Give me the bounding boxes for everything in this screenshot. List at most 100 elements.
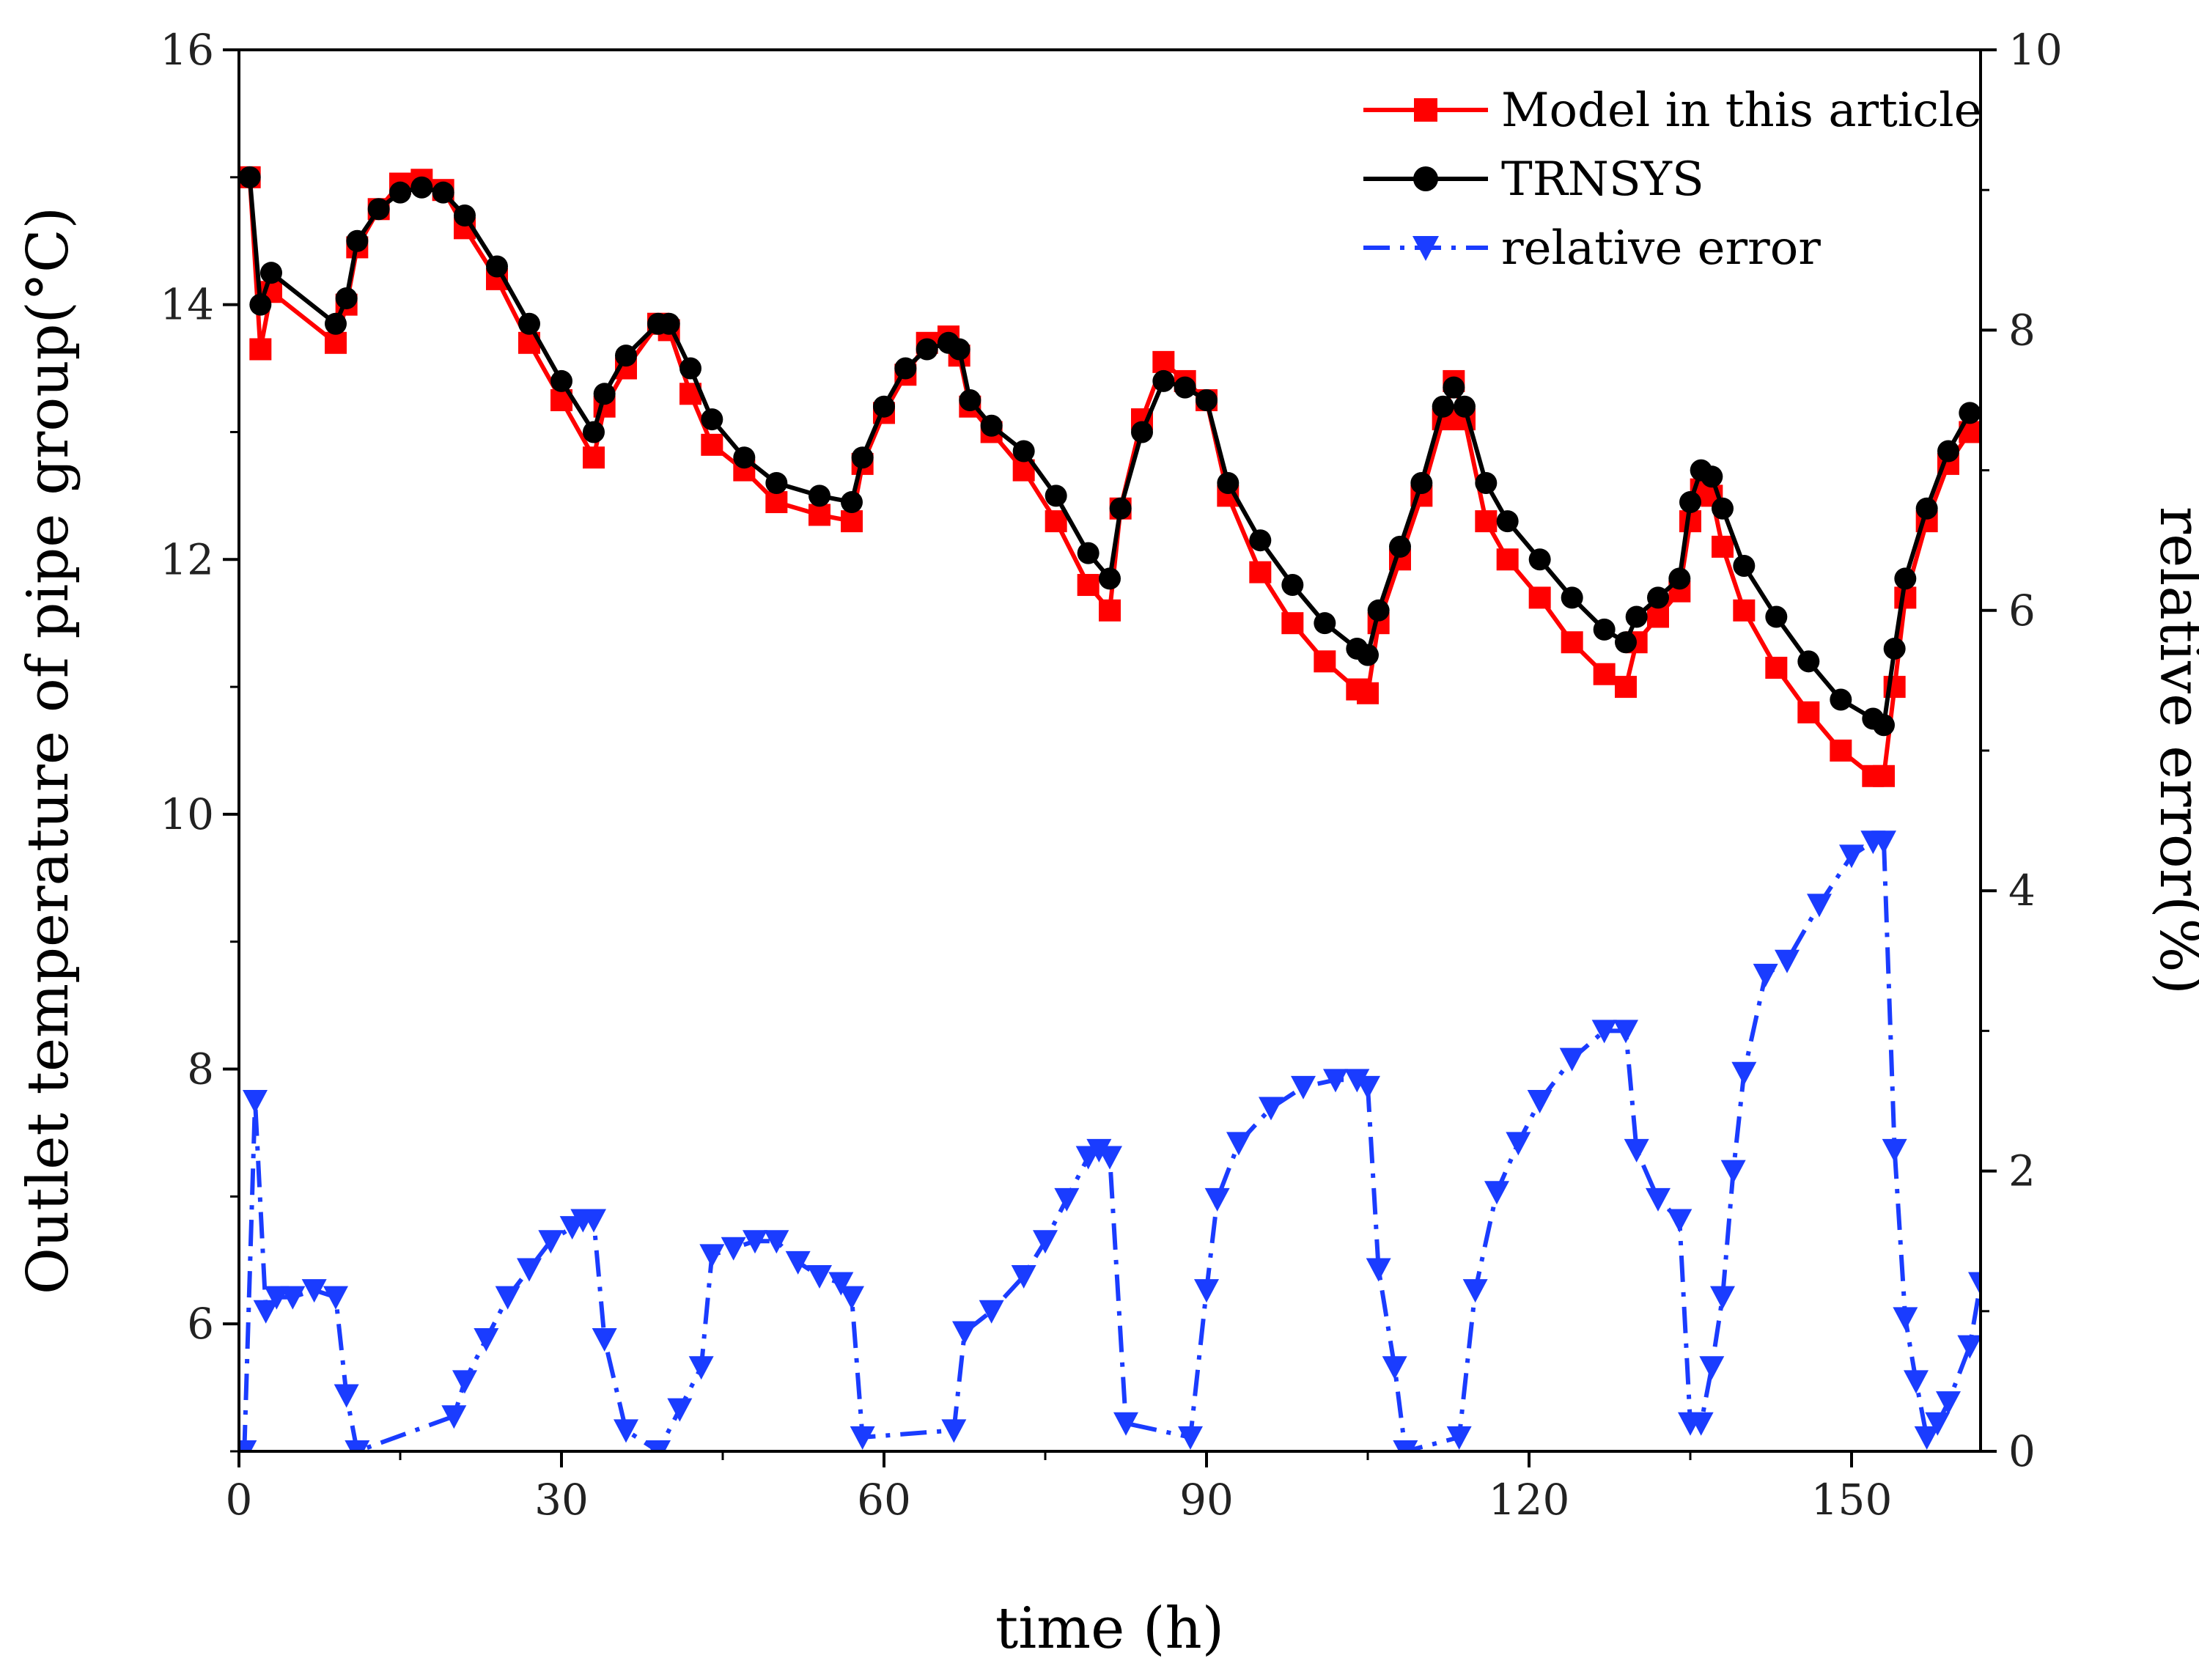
data-point-relative-error [1646, 1187, 1671, 1212]
ticks-layer: 0 30 60 90 120 150 6 8 10 12 14 16 0 2 4 6 8 10 [160, 25, 2063, 1525]
data-point-trnsys [1561, 586, 1583, 609]
data-point-relative-error [699, 1244, 725, 1268]
data-point-relative-error [1968, 1272, 1981, 1296]
data-point-model-in-this-article [583, 446, 605, 469]
data-point-trnsys [1593, 618, 1616, 641]
data-point-relative-error [1484, 1181, 1509, 1205]
data-point-relative-error [581, 1209, 606, 1233]
data-point-relative-error [1904, 1370, 1929, 1394]
data-point-model-in-this-article [1475, 510, 1498, 533]
data-point-trnsys [873, 395, 895, 418]
data-point-model-in-this-article [325, 331, 347, 354]
data-point-trnsys [1196, 389, 1218, 411]
data-point-trnsys [1475, 471, 1498, 494]
data-point-relative-error [1839, 844, 1864, 869]
data-point-relative-error [474, 1328, 499, 1352]
data-point-model-in-this-article [1528, 586, 1551, 609]
data-point-trnsys [1314, 612, 1336, 635]
data-point-relative-error [1033, 1230, 1058, 1254]
data-point-model-in-this-article [1045, 510, 1067, 533]
data-point-model-in-this-article [1077, 574, 1100, 597]
data-point-trnsys [959, 389, 981, 411]
data-point-model-in-this-article [1830, 740, 1852, 762]
data-point-trnsys [1647, 586, 1669, 609]
data-point-model-in-this-article [1712, 535, 1734, 558]
data-point-trnsys [808, 485, 830, 507]
data-point-relative-error [1204, 1187, 1230, 1212]
data-point-trnsys [1615, 631, 1637, 654]
data-point-relative-error [646, 1440, 671, 1451]
data-point-relative-error [253, 1300, 279, 1324]
data-point-trnsys [239, 166, 261, 188]
data-point-relative-error [667, 1398, 693, 1422]
data-point-relative-error [1893, 1307, 1918, 1331]
data-point-relative-error [850, 1426, 875, 1450]
data-point-trnsys [1830, 688, 1852, 711]
data-point-relative-error [441, 1405, 467, 1429]
data-point-trnsys [1367, 599, 1390, 622]
data-point-trnsys [1410, 471, 1433, 494]
data-point-relative-error [1178, 1426, 1203, 1450]
y-tick-label: 12 [160, 534, 214, 584]
data-point-model-in-this-article [1152, 350, 1175, 373]
data-point-relative-error [1086, 1138, 1112, 1163]
data-point-trnsys [733, 446, 756, 469]
data-point-trnsys [916, 338, 938, 361]
data-point-trnsys [1099, 567, 1121, 590]
legend-label-trnsys: TRNSYS [1501, 152, 1704, 207]
data-point-trnsys [615, 345, 637, 367]
y2-tick-label: 0 [2008, 1426, 2036, 1476]
x-axis-label: time (h) [995, 1596, 1224, 1662]
y2-tick-label: 8 [2008, 305, 2036, 355]
data-point-trnsys [1668, 567, 1691, 590]
data-point-trnsys [1496, 510, 1519, 533]
data-point-relative-error [1011, 1265, 1036, 1289]
data-point-trnsys [1937, 440, 1959, 463]
data-point-relative-error [1382, 1356, 1407, 1380]
data-point-model-in-this-article [1593, 663, 1616, 685]
y2-tick-label: 2 [2008, 1146, 2036, 1196]
legend: Model in this article TRNSYS relative er… [1363, 84, 1981, 276]
data-point-relative-error [828, 1272, 854, 1296]
data-point-relative-error [1624, 1138, 1649, 1163]
y2-axis-label: relative error(%) [2147, 506, 2199, 995]
data-point-relative-error [614, 1419, 638, 1443]
data-point-relative-error [941, 1419, 967, 1443]
data-point-relative-error [1925, 1412, 1951, 1436]
data-point-model-in-this-article [701, 433, 723, 456]
data-point-model-in-this-article [1496, 548, 1519, 571]
x-tick-label: 60 [857, 1475, 911, 1525]
data-point-relative-error [764, 1230, 789, 1254]
data-point-model-in-this-article [1873, 765, 1895, 787]
data-point-relative-error [979, 1300, 1004, 1324]
data-point-trnsys [410, 176, 433, 199]
data-point-trnsys [367, 198, 390, 221]
data-point-trnsys [454, 204, 476, 226]
data-point-relative-error [785, 1250, 811, 1275]
y-axis-label: Outlet temperature of pipe group(°C) [15, 207, 81, 1294]
data-point-trnsys [894, 357, 917, 380]
data-point-trnsys [346, 229, 369, 252]
data-point-trnsys [1765, 605, 1788, 628]
data-point-trnsys [486, 255, 508, 278]
legend-marker-relative-error [1412, 236, 1439, 261]
data-point-trnsys [1389, 535, 1411, 558]
data-point-trnsys [1733, 554, 1756, 577]
series-trnsys [239, 166, 1981, 737]
data-point-relative-error [1097, 1146, 1122, 1170]
data-point-relative-error [1355, 1075, 1380, 1099]
data-point-relative-error [1667, 1209, 1692, 1233]
data-point-model-in-this-article [1249, 561, 1272, 583]
data-point-relative-error [280, 1286, 306, 1310]
data-point-relative-error [345, 1440, 370, 1451]
data-point-relative-error [334, 1384, 359, 1408]
data-point-relative-error [1957, 1335, 1981, 1359]
x-tick-label: 90 [1179, 1475, 1234, 1525]
data-point-model-in-this-article [1797, 701, 1820, 723]
data-point-trnsys [1443, 376, 1465, 399]
data-point-trnsys [851, 446, 874, 469]
legend-marker-trnsys [1413, 166, 1438, 191]
data-point-trnsys [325, 312, 347, 335]
data-point-relative-error [517, 1258, 542, 1282]
